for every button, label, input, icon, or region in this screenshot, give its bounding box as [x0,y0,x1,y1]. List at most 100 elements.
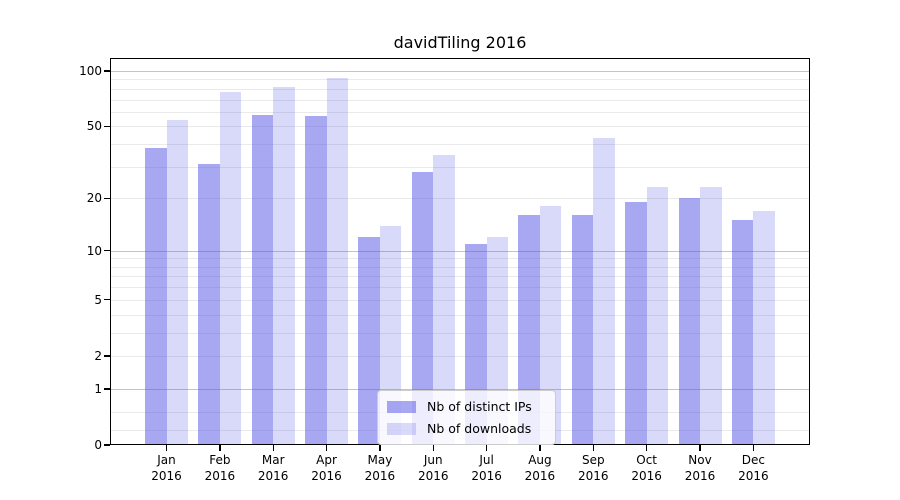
x-tick-label-nov-2016: Nov 2016 [673,452,727,484]
bar-nb-of-distinct-ips-apr-2016 [305,115,327,445]
legend-swatch-downloads [387,422,416,435]
gridline-minor-40 [110,144,810,146]
x-tick-label-line: 2016 [631,469,662,483]
gridline-minor-60 [110,111,810,113]
bar-nb-of-distinct-ips-may-2016 [358,237,380,445]
bar-nb-of-distinct-ips-dec-2016 [731,220,754,445]
x-tick-label-line: Oct [636,453,658,467]
y-tick-label-50: 50 [86,119,102,134]
legend-row-distinct-ips: Nb of distinct IPs [387,397,546,416]
bar-nb-of-downloads-feb-2016 [219,91,242,445]
x-tick-label-oct-2016: Oct 2016 [620,452,674,484]
x-tick-label-line: 2016 [524,469,556,483]
bar-nb-of-downloads-apr-2016 [326,77,349,445]
gridline-major-100 [110,71,810,72]
plot-frame [110,58,810,445]
x-tick-label-line: Mar [261,453,285,467]
bar-nb-of-downloads-aug-2016 [539,206,562,445]
bar-nb-of-distinct-ips-sep-2016 [571,215,594,445]
y-tick-mark-5 [103,299,110,301]
bar-nb-of-downloads-dec-2016 [753,210,775,445]
y-tick-label-20: 20 [86,191,102,206]
x-tick-label-line: Aug [528,453,552,467]
y-tick-mark-2 [103,355,110,357]
bar-nb-of-distinct-ips-jan-2016 [145,148,167,445]
bar-nb-of-downloads-mar-2016 [273,86,295,445]
bar-nb-of-downloads-jan-2016 [166,120,188,445]
x-tick-label-line: Jan [157,453,176,467]
x-tick-mark-jun-2016 [432,445,434,451]
x-tick-label-line: May [367,453,393,467]
bar-nb-of-distinct-ips-feb-2016 [198,164,220,445]
x-tick-label-jul-2016: Jul 2016 [460,452,514,484]
y-tick-label-10: 10 [86,243,102,258]
y-tick-mark-1 [103,388,110,390]
y-tick-label-2: 2 [94,348,102,363]
y-tick-label-100: 100 [79,64,102,78]
x-tick-label-feb-2016: Feb 2016 [193,452,247,484]
gridline-minor-2 [110,355,810,357]
gridline-minor-7 [110,276,810,278]
gridline-major-10 [110,250,810,252]
gridline-minor-8 [110,266,810,268]
x-tick-label-apr-2016: Apr 2016 [300,452,354,484]
gridline-minor-90 [110,79,810,81]
y-tick-mark-100 [103,70,110,72]
x-tick-mark-jan-2016 [165,445,168,451]
gridline-minor-30 [110,166,810,168]
y-tick-mark-0 [103,444,110,446]
bar-nb-of-downloads-jun-2016 [433,154,455,445]
x-tick-mark-feb-2016 [219,445,221,451]
gridline-major-1 [110,388,810,390]
x-tick-mark-nov-2016 [699,445,701,451]
gridline-minor-80 [110,88,810,90]
y-tick-mark-10 [103,249,110,252]
gridline-minor-70 [110,99,810,101]
legend-label-distinct-ips: Nb of distinct IPs [427,399,532,414]
y-tick-label-0: 0 [94,438,102,452]
x-tick-mark-apr-2016 [325,445,328,451]
x-tick-label-line: Jun [423,453,443,467]
x-tick-label-line: 2016 [364,469,396,483]
gridline-minor-6 [110,287,810,289]
x-tick-label-line: 2016 [311,469,342,483]
bar-nb-of-distinct-ips-mar-2016 [251,114,274,445]
x-tick-label-line: 2016 [204,469,236,483]
x-tick-label-aug-2016: Aug 2016 [513,452,567,484]
x-tick-label-dec-2016: Dec 2016 [726,452,780,484]
x-tick-label-jan-2016: Jan 2016 [140,452,194,484]
chart-title: davidTiling 2016 [393,33,527,52]
bar-nb-of-distinct-ips-nov-2016 [678,198,700,445]
x-tick-label-line: 2016 [417,469,449,483]
x-tick-label-line: 2016 [684,469,716,483]
gridline-minor-9 [110,258,810,260]
bar-nb-of-distinct-ips-oct-2016 [625,202,647,445]
x-tick-label-jun-2016: Jun 2016 [406,452,460,484]
x-tick-mark-dec-2016 [752,445,755,451]
x-tick-label-line: Dec [741,453,765,467]
x-tick-label-mar-2016: Mar 2016 [246,452,300,484]
gridline-minor-5 [110,299,810,301]
x-tick-label-line: Sep [581,453,605,467]
bar-nb-of-distinct-ips-jun-2016 [411,172,434,445]
bar-nb-of-distinct-ips-aug-2016 [518,215,540,445]
legend-label-downloads: Nb of downloads [427,421,532,436]
bar-nb-of-downloads-sep-2016 [593,138,615,445]
x-tick-label-line: Nov [688,453,712,467]
x-tick-label-sep-2016: Sep 2016 [566,452,620,484]
x-tick-label-line: 2016 [738,469,769,483]
y-tick-mark-50 [103,125,110,128]
bars-layer [110,58,810,445]
y-tick-label-1: 1 [94,381,102,396]
x-tick-mark-jul-2016 [485,445,488,451]
legend-swatch-distinct-ips [387,400,416,413]
x-tick-label-line: 2016 [151,469,182,483]
gridline-minor-3 [110,332,810,334]
legend-row-downloads: Nb of downloads [387,419,546,438]
x-tick-mark-aug-2016 [539,445,541,451]
gridline-minor-20 [110,198,810,200]
x-tick-label-may-2016: May 2016 [353,452,407,484]
legend: Nb of distinct IPs Nb of downloads [377,390,556,445]
x-tick-label-line: 2016 [578,469,609,483]
